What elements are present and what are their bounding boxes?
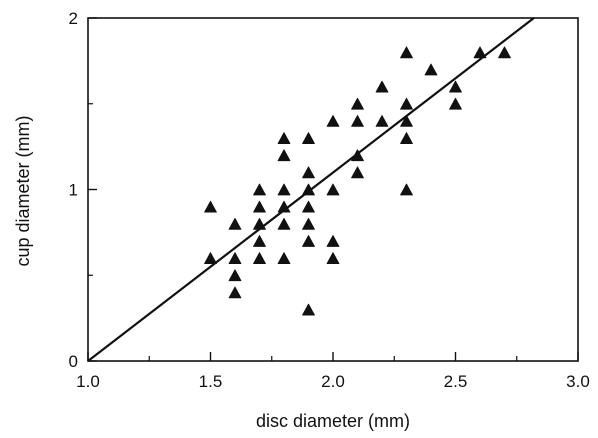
data-point — [400, 115, 413, 127]
data-point — [277, 149, 291, 162]
y-tick-label: 1 — [69, 181, 78, 200]
data-point — [351, 166, 364, 179]
data-point — [204, 200, 217, 213]
data-point — [351, 115, 364, 127]
data-point — [228, 269, 242, 282]
data-point — [400, 97, 413, 110]
x-tick-labels: 1.0 1.5 2.0 2.5 3.0 — [76, 372, 590, 391]
data-point — [253, 200, 266, 213]
data-point — [449, 80, 462, 93]
data-point — [204, 252, 217, 264]
x-tick-label: 3.0 — [566, 372, 590, 391]
y-tick-label: 2 — [69, 9, 78, 28]
data-point — [351, 97, 364, 110]
data-point — [326, 252, 340, 264]
data-point — [351, 149, 364, 162]
data-point — [400, 46, 413, 59]
data-point — [498, 46, 511, 59]
data-point — [253, 252, 266, 264]
data-point — [302, 235, 315, 247]
data-point — [277, 132, 291, 144]
data-point — [400, 132, 413, 144]
x-tick-label: 1.5 — [199, 372, 223, 391]
data-point — [302, 217, 315, 230]
x-tick-label: 2.5 — [444, 372, 468, 391]
data-point — [302, 166, 315, 179]
y-axis-label: cup diameter (mm) — [13, 115, 33, 266]
data-points — [204, 46, 511, 316]
data-point — [228, 286, 242, 299]
data-point — [302, 183, 315, 196]
data-point — [449, 97, 462, 110]
data-point — [253, 235, 266, 247]
axis-ticks — [87, 17, 579, 362]
data-point — [400, 183, 413, 196]
x-tick-label: 1.0 — [76, 372, 100, 391]
data-point — [228, 217, 242, 230]
data-point — [473, 46, 487, 59]
data-point — [326, 183, 340, 196]
data-point — [253, 217, 266, 230]
data-point — [228, 252, 242, 264]
data-point — [424, 63, 438, 76]
data-point — [253, 183, 266, 196]
data-point — [277, 252, 291, 264]
data-point — [326, 235, 340, 247]
data-point — [375, 115, 389, 127]
y-tick-labels: 0 1 2 — [69, 9, 78, 371]
data-point — [302, 132, 315, 144]
data-point — [326, 115, 340, 127]
data-point — [302, 200, 315, 213]
data-point — [277, 200, 291, 213]
y-tick-label: 0 — [69, 352, 78, 371]
data-point — [277, 183, 291, 196]
data-point — [302, 303, 315, 316]
x-axis-label: disc diameter (mm) — [256, 411, 410, 431]
data-point — [277, 217, 291, 230]
data-point — [375, 80, 389, 93]
x-tick-label: 2.0 — [321, 372, 345, 391]
